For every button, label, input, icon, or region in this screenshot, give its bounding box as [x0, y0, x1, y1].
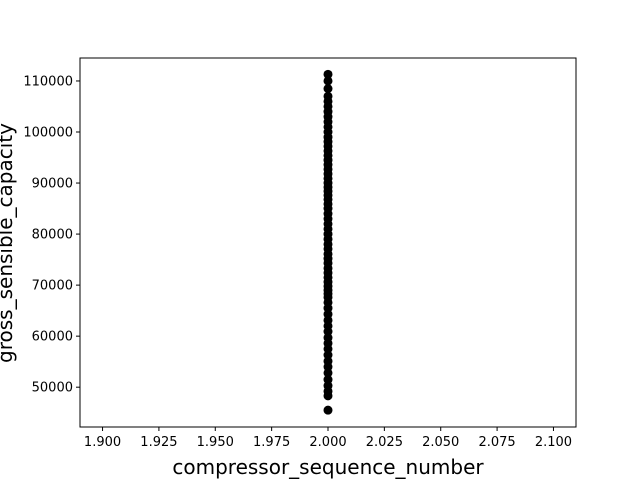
- y-tick-label: 100000: [23, 126, 73, 141]
- x-tick-label: 2.000: [309, 435, 346, 450]
- data-point: [323, 84, 333, 94]
- data-point: [323, 375, 333, 385]
- x-tick-label: 1.975: [253, 435, 290, 450]
- x-tick-label: 2.075: [478, 435, 515, 450]
- x-tick-label: 1.900: [84, 435, 121, 450]
- y-tick-label: 50000: [32, 381, 73, 396]
- x-tick-label: 1.950: [197, 435, 234, 450]
- y-tick-label: 70000: [32, 279, 73, 294]
- y-tick-label: 80000: [32, 228, 73, 243]
- x-tick-label: 1.925: [140, 435, 177, 450]
- data-points: [323, 69, 333, 415]
- data-point: [323, 76, 333, 86]
- y-axis-label: gross_sensible_capacity: [0, 123, 17, 363]
- y-tick-label: 90000: [32, 177, 73, 192]
- data-point: [323, 405, 333, 415]
- y-tick-label: 60000: [32, 330, 73, 345]
- x-tick-label: 2.025: [366, 435, 403, 450]
- x-tick-label: 2.100: [535, 435, 572, 450]
- x-tick-label: 2.050: [422, 435, 459, 450]
- data-point: [323, 69, 333, 79]
- data-point: [323, 91, 333, 101]
- x-axis-ticks: 1.900 1.925 1.950 1.975 2.000 2.025 2.050 2.075…: [84, 427, 572, 450]
- y-axis-ticks: 50000 60000 70000 80000 90000 100000 110000: [23, 74, 80, 396]
- y-tick-label: 110000: [23, 74, 73, 89]
- x-axis-label: compressor_sequence_number: [172, 455, 484, 479]
